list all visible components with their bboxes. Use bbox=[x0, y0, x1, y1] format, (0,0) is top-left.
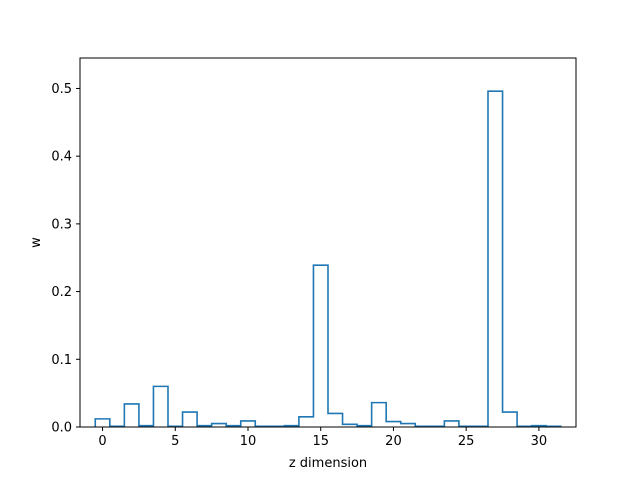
x-tick-label: 10 bbox=[240, 434, 257, 449]
x-tick-label: 30 bbox=[531, 434, 548, 449]
x-tick-label: 25 bbox=[458, 434, 475, 449]
histogram-bar bbox=[313, 265, 328, 427]
histogram-bar bbox=[95, 419, 110, 427]
histogram-bar bbox=[444, 421, 459, 427]
plot-area bbox=[94, 90, 562, 428]
y-tick-label: 0.5 bbox=[51, 82, 72, 97]
x-axis-label: z dimension bbox=[289, 456, 367, 471]
histogram-bar bbox=[401, 424, 416, 427]
y-tick-label: 0.0 bbox=[51, 421, 72, 436]
histogram-bar bbox=[328, 413, 343, 427]
axis-ticks: 0 5 10 15 20 25 30 0.0 0.1 0.2 0.3 0.4 0.5 bbox=[51, 82, 547, 449]
histogram-bar bbox=[153, 386, 168, 427]
histogram-bar bbox=[183, 412, 198, 427]
y-tick-label: 0.2 bbox=[51, 285, 72, 300]
histogram-bar bbox=[212, 424, 227, 427]
y-tick-label: 0.4 bbox=[51, 150, 72, 165]
y-axis-label: w bbox=[29, 237, 44, 248]
x-tick-label: 20 bbox=[385, 434, 402, 449]
histogram-outline bbox=[94, 90, 562, 428]
histogram-bar bbox=[124, 404, 139, 427]
x-tick-label: 15 bbox=[312, 434, 329, 449]
x-tick-label: 0 bbox=[98, 434, 106, 449]
x-tick-label: 5 bbox=[171, 434, 179, 449]
histogram-bar bbox=[372, 403, 387, 427]
histogram-bar bbox=[503, 412, 518, 427]
histogram-bar bbox=[488, 91, 503, 427]
y-tick-label: 0.1 bbox=[51, 353, 72, 368]
y-tick-label: 0.3 bbox=[51, 217, 72, 232]
histogram-bar bbox=[386, 422, 401, 427]
histogram-bar bbox=[299, 417, 314, 427]
plot-frame bbox=[79, 57, 577, 428]
histogram-bar bbox=[241, 421, 256, 427]
